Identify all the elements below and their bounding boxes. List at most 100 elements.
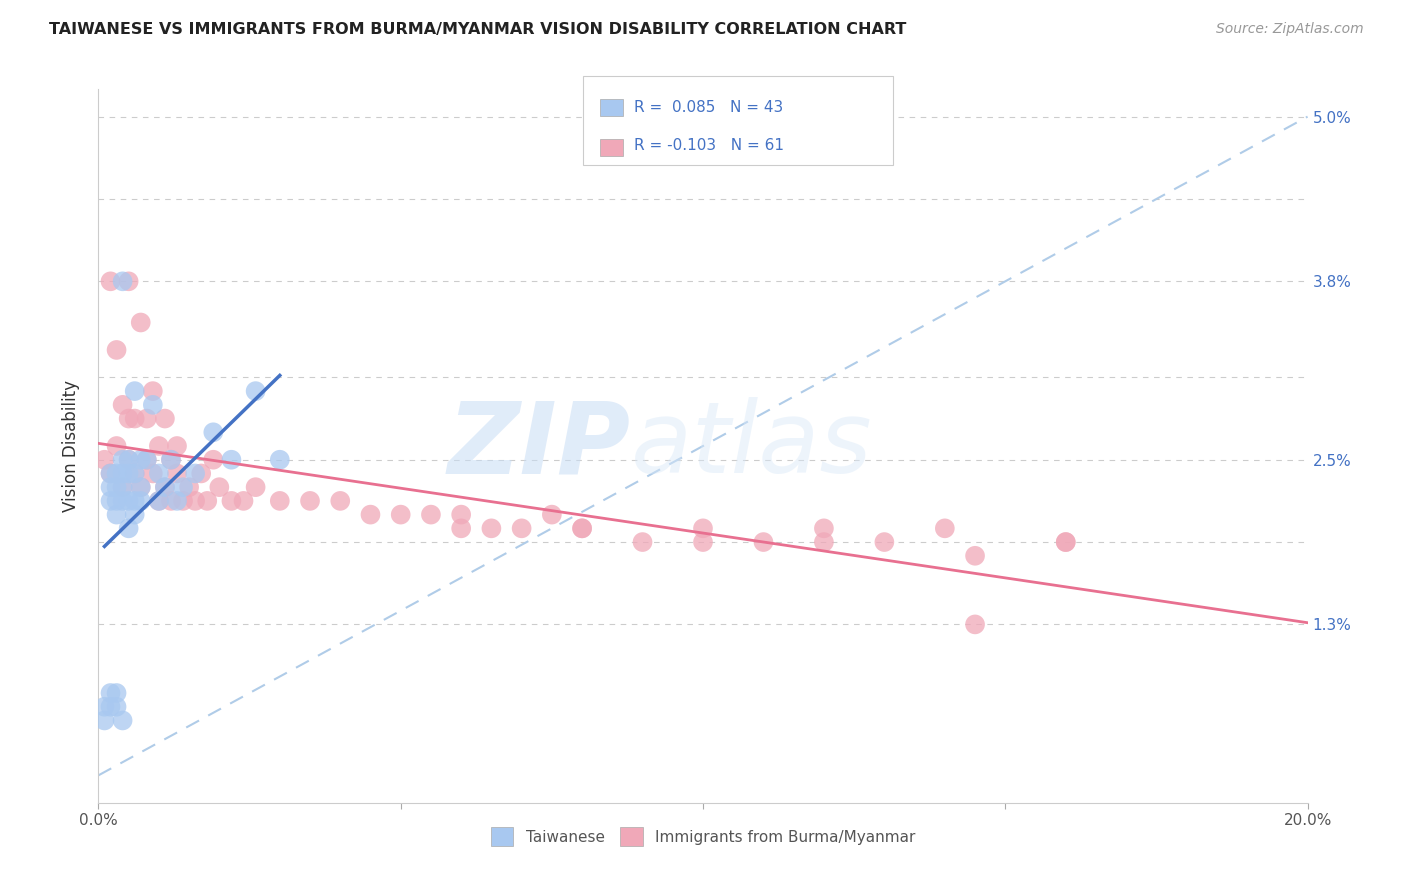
Point [124,411,146,425]
Point [124,467,146,481]
Point [232,494,254,508]
Point [172,480,194,494]
Point [100,274,122,288]
Point [111,714,134,728]
Point [111,452,134,467]
Point [631,535,654,549]
Point [142,384,165,398]
Y-axis label: Vision Disability: Vision Disability [62,380,80,512]
Point [160,452,183,467]
Point [481,521,503,535]
Point [153,480,176,494]
Point [111,398,134,412]
Point [100,467,122,481]
Point [179,480,201,494]
Point [148,467,170,481]
Point [100,467,122,481]
Point [202,425,225,440]
Point [129,494,152,508]
Text: ZIP: ZIP [447,398,630,494]
Point [166,494,188,508]
Point [1054,535,1077,549]
Point [965,549,987,563]
Point [135,452,157,467]
Point [105,439,128,453]
Point [269,494,291,508]
Point [934,521,956,535]
Point [195,494,218,508]
Point [269,452,291,467]
Point [245,480,267,494]
Point [100,480,122,494]
Point [148,494,170,508]
Point [510,521,533,535]
Point [692,535,714,549]
Point [752,535,775,549]
Point [153,480,176,494]
Point [420,508,443,522]
Point [389,508,412,522]
Point [111,494,134,508]
Point [93,699,115,714]
Point [105,508,128,522]
Point [105,686,128,700]
Point [118,452,141,467]
Point [329,494,352,508]
Point [142,467,165,481]
Point [148,494,170,508]
Point [142,398,165,412]
Point [692,521,714,535]
Point [813,535,835,549]
Point [571,521,593,535]
Point [873,535,896,549]
Point [360,508,382,522]
Point [184,494,207,508]
Point [208,480,231,494]
Point [148,439,170,453]
Point [100,494,122,508]
Text: R = -0.103   N = 61: R = -0.103 N = 61 [634,138,785,153]
Point [245,384,267,398]
Point [93,714,115,728]
Point [135,411,157,425]
Text: TAIWANESE VS IMMIGRANTS FROM BURMA/MYANMAR VISION DISABILITY CORRELATION CHART: TAIWANESE VS IMMIGRANTS FROM BURMA/MYANM… [49,22,907,37]
Point [105,480,128,494]
Point [221,452,243,467]
Point [202,452,225,467]
Point [129,452,152,467]
Point [450,508,472,522]
Point [111,467,134,481]
Point [118,467,141,481]
Point [221,494,243,508]
Point [111,480,134,494]
Point [299,494,322,508]
Point [118,521,141,535]
Point [166,467,188,481]
Point [124,508,146,522]
Point [93,452,115,467]
Point [190,467,212,481]
Point [160,452,183,467]
Point [124,494,146,508]
Point [105,494,128,508]
Point [124,467,146,481]
Point [172,494,194,508]
Point [118,494,141,508]
Point [160,494,183,508]
Point [118,452,141,467]
Point [965,617,987,632]
Point [118,274,141,288]
Point [124,384,146,398]
Point [184,467,207,481]
Legend: Taiwanese, Immigrants from Burma/Myanmar: Taiwanese, Immigrants from Burma/Myanmar [485,822,921,852]
Text: Source: ZipAtlas.com: Source: ZipAtlas.com [1216,22,1364,37]
Point [105,467,128,481]
Point [129,480,152,494]
Point [813,521,835,535]
Point [540,508,562,522]
Point [105,699,128,714]
Point [111,274,134,288]
Text: R =  0.085   N = 43: R = 0.085 N = 43 [634,100,783,114]
Point [105,343,128,357]
Point [129,480,152,494]
